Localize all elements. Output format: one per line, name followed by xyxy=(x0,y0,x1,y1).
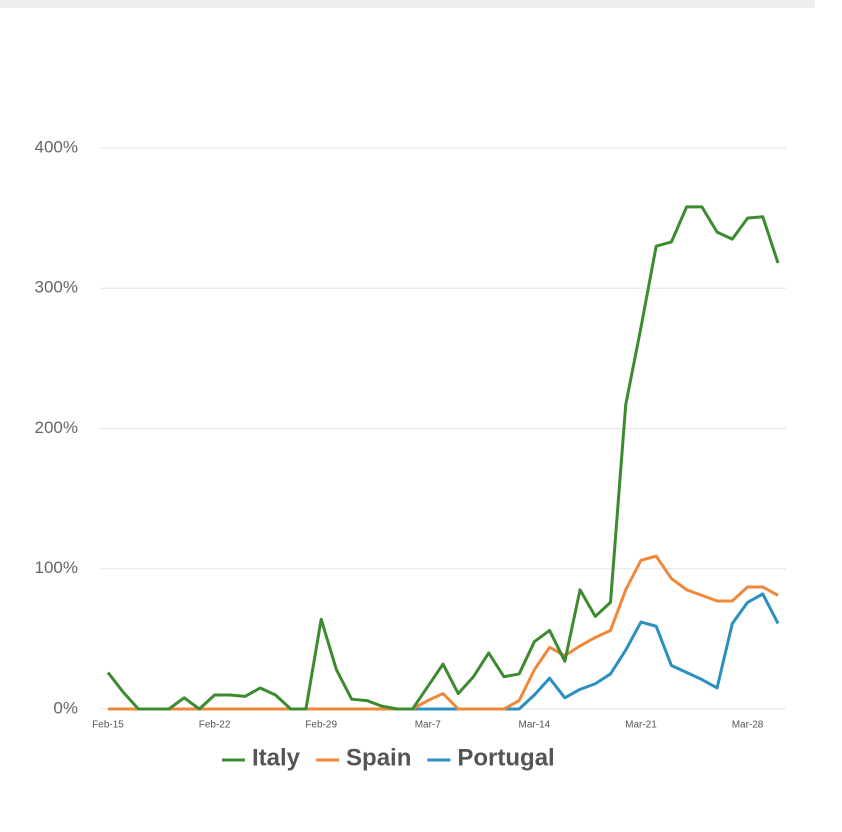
legend-label: Italy xyxy=(252,744,301,771)
x-tick-label: Feb-29 xyxy=(305,720,337,731)
y-tick-label: 400% xyxy=(35,137,78,156)
top-bar xyxy=(0,0,815,8)
y-tick-label: 200% xyxy=(35,418,78,437)
x-tick-label: Feb-22 xyxy=(199,720,231,731)
y-tick-label: 100% xyxy=(35,558,78,577)
y-tick-label: 0% xyxy=(53,698,78,717)
x-tick-label: Mar-21 xyxy=(625,720,657,731)
line-series xyxy=(108,554,779,711)
y-tick-label: 300% xyxy=(35,278,78,297)
x-tick-label: Mar-28 xyxy=(732,720,764,731)
legend-label: Portugal xyxy=(457,744,554,771)
x-tick-label: Mar-7 xyxy=(415,720,442,731)
line-series xyxy=(108,592,780,711)
x-tick-label: Feb-15 xyxy=(92,720,124,731)
line-series xyxy=(106,205,780,711)
legend-label: Spain xyxy=(346,744,411,771)
x-tick-label: Mar-14 xyxy=(519,720,551,731)
